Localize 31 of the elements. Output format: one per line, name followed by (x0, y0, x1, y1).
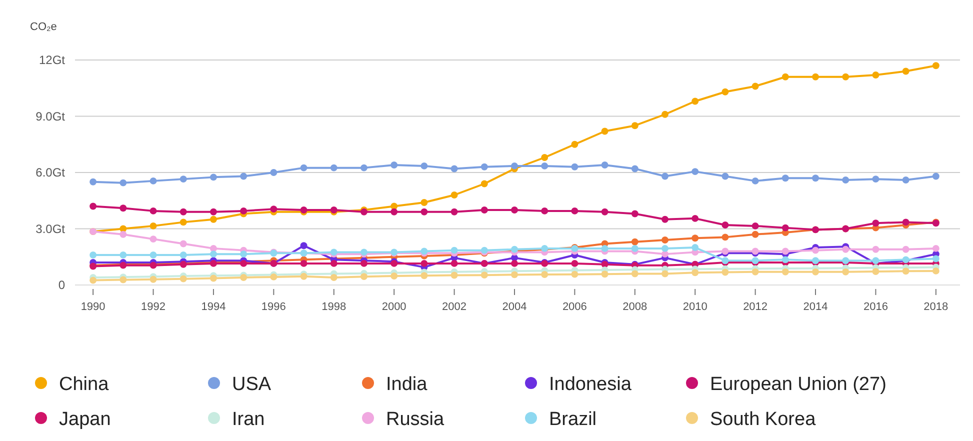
x-tick-label: 1998 (322, 301, 346, 313)
y-tick-label: 6.0Gt (36, 166, 66, 180)
x-tick-label: 2010 (682, 301, 708, 313)
legend-label: Indonesia (549, 374, 632, 395)
legend-label: Russia (386, 409, 445, 430)
legend-label: South Korea (710, 409, 816, 430)
x-tick-label: 1996 (261, 301, 286, 313)
x-tick-label: 1992 (141, 301, 166, 313)
x-tick-label: 1990 (80, 301, 106, 313)
y-axis-title: CO₂e (30, 21, 57, 33)
x-tick-label: 2012 (743, 301, 768, 313)
legend-label: India (386, 374, 428, 395)
y-tick-label: 3.0Gt (36, 222, 66, 236)
x-tick-label: 2000 (382, 301, 406, 313)
legend-label: Iran (232, 409, 265, 430)
legend-label: China (59, 374, 110, 395)
x-tick-label: 2018 (924, 301, 948, 313)
x-tick-label: 2004 (502, 301, 527, 313)
legend-label: Brazil (549, 409, 597, 430)
x-tick-label: 2016 (863, 301, 888, 313)
y-tick-label: 0 (58, 278, 66, 292)
legend-label: Japan (59, 409, 111, 430)
x-tick-label: 1994 (201, 301, 226, 313)
x-tick-label: 2006 (562, 301, 587, 313)
x-tick-label: 2014 (803, 301, 828, 313)
legend-label: USA (232, 374, 272, 395)
x-tick-label: 2008 (622, 301, 648, 313)
legend-label: European Union (27) (710, 374, 886, 395)
y-tick-label: 12Gt (38, 53, 66, 67)
y-tick-label: 9.0Gt (36, 109, 66, 124)
x-tick-label: 2002 (442, 301, 467, 313)
